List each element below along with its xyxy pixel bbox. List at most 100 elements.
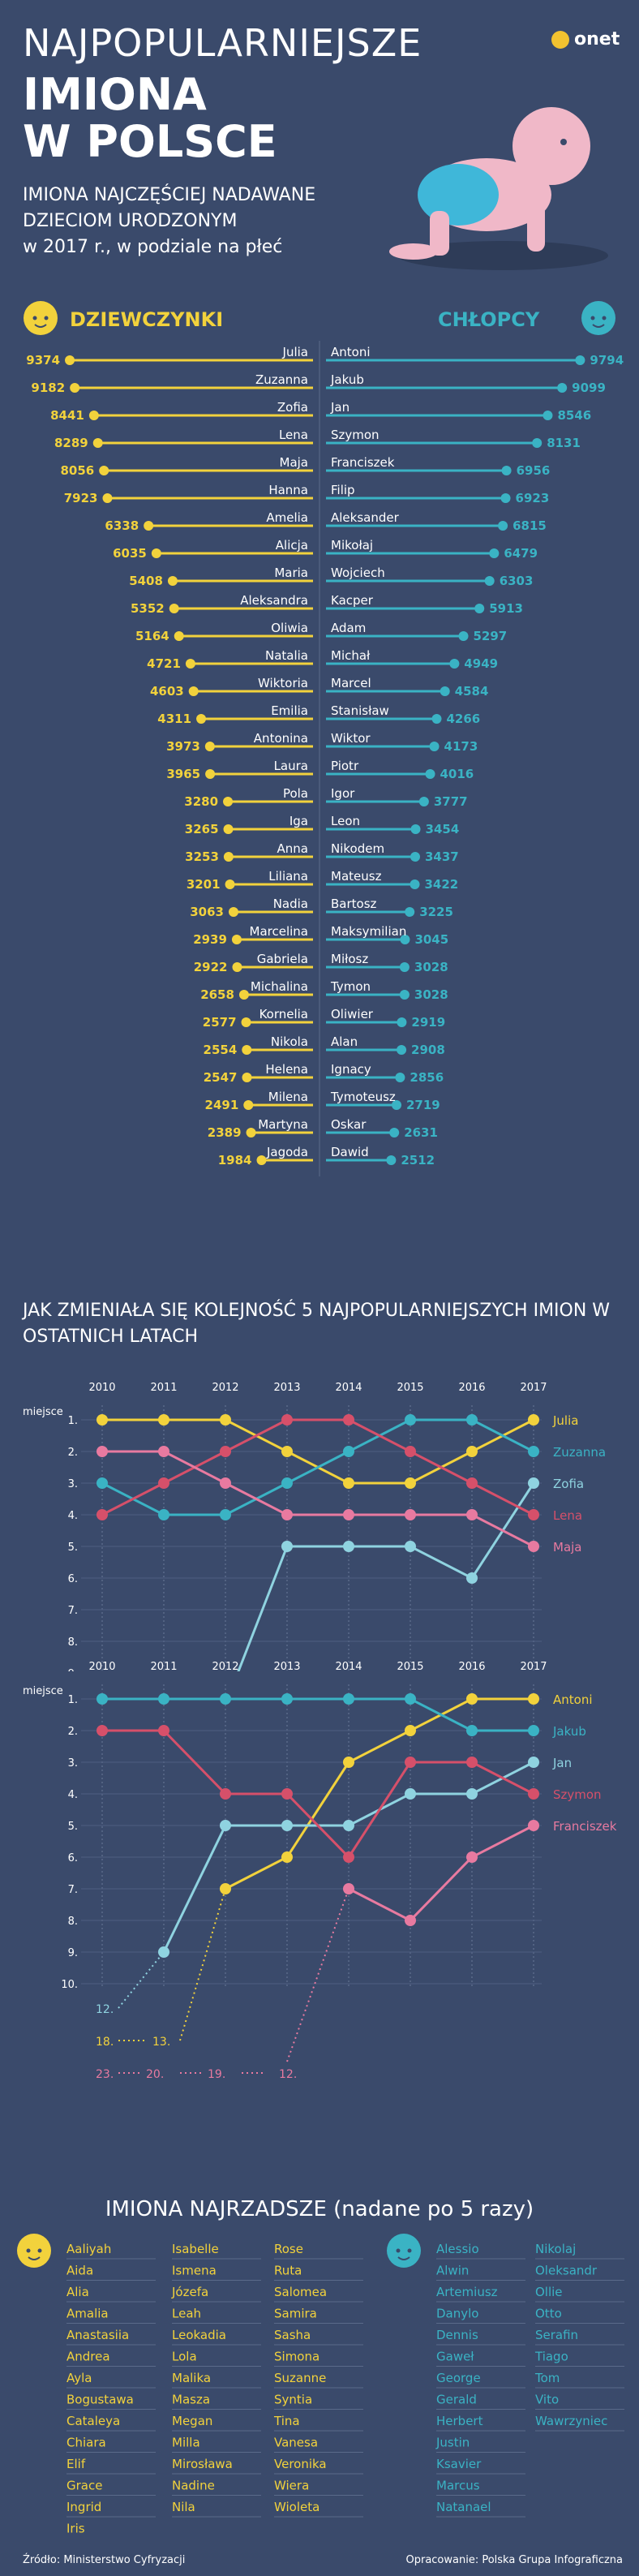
boys-bar-dot — [399, 962, 410, 972]
girls-name-label: Anna — [277, 841, 308, 856]
rank-tick-label: 6. — [68, 1573, 78, 1585]
series-name-label: Szymon — [553, 1787, 602, 1802]
onet-logo[interactable]: onet — [551, 29, 620, 49]
boys-bar-dot — [410, 852, 420, 862]
rank-point — [343, 1820, 354, 1831]
boys-value-label: 3777 — [434, 794, 468, 809]
boys-value-label: 2908 — [411, 1043, 445, 1057]
rank-point — [466, 1572, 478, 1584]
rare-name: Vanesa — [274, 2436, 318, 2450]
rank-series-line — [225, 1697, 534, 1890]
year-tick-label: 2013 — [273, 1382, 300, 1394]
rare-name: Isabelle — [172, 2242, 219, 2256]
girls-name-label: Lena — [279, 428, 308, 442]
girls-value-label: 3973 — [166, 739, 200, 754]
girls-bar-dot — [232, 962, 242, 972]
girls-value-label: 4721 — [147, 656, 181, 671]
girls-name-label: Laura — [274, 759, 308, 773]
rank-tick-label: 6. — [68, 1852, 78, 1864]
boys-value-label: 3045 — [414, 932, 448, 947]
series-name-label: Julia — [552, 1413, 578, 1428]
series-name-label: Franciszek — [553, 1819, 617, 1834]
rank-point — [466, 1414, 478, 1426]
boys-bar-dot — [399, 990, 410, 1000]
girls-value-label: 7923 — [64, 491, 98, 505]
rank-tick-label: 8. — [68, 1636, 78, 1649]
boys-name-label: Marcel — [331, 676, 371, 690]
girls-bar-dot — [65, 355, 75, 365]
girls-bar-dot — [99, 466, 109, 475]
rank-point — [220, 1788, 231, 1800]
girls-bar-dot — [231, 935, 242, 944]
rank-point — [528, 1446, 539, 1457]
boys-bar-dot — [575, 355, 585, 365]
rank-tick-label: 1. — [68, 1694, 78, 1706]
rank-point — [343, 1414, 354, 1426]
rare-name: Andrea — [66, 2350, 110, 2364]
girls-bar-dot — [205, 769, 216, 779]
rank-point — [220, 1820, 231, 1831]
offchart-rank-label: 12. — [279, 2068, 297, 2081]
rank-point — [405, 1541, 416, 1552]
rank-tick-label: 10. — [61, 1979, 78, 1991]
rank-tick-label: 4. — [68, 1510, 78, 1522]
girls-bar-dot — [241, 1017, 251, 1027]
rank-tick-label: 3. — [68, 1757, 78, 1770]
boys-bar-dot — [484, 576, 495, 586]
girls-value-label: 4603 — [150, 684, 184, 699]
girls-bar-dot — [223, 797, 234, 806]
rare-name: Ollie — [535, 2285, 563, 2299]
girls-name-label: Maja — [280, 455, 309, 470]
rank-point — [466, 1509, 478, 1520]
rank-point — [96, 1509, 108, 1520]
rank-tick-label: 7. — [68, 1884, 78, 1896]
girls-bar-dot — [246, 1128, 256, 1137]
girls-name-label: Iga — [289, 814, 308, 828]
girls-name-label: Oliwia — [271, 621, 308, 635]
series-name-label: Jan — [552, 1756, 572, 1770]
girls-name-label: Zofia — [277, 400, 308, 415]
rare-name: Megan — [172, 2414, 212, 2428]
girls-value-label: 4311 — [157, 712, 191, 726]
girls-value-label: 1984 — [218, 1153, 252, 1168]
rank-point — [343, 1851, 354, 1863]
boys-value-label: 2856 — [410, 1070, 444, 1085]
year-tick-label: 2013 — [273, 1661, 300, 1673]
rare-name: Nikolaj — [535, 2242, 576, 2256]
girls-value-label: 3280 — [184, 794, 218, 809]
boys-value-label: 6303 — [500, 574, 534, 588]
rare-name: Serafin — [535, 2328, 578, 2342]
girls-name-label: Liliana — [268, 869, 308, 884]
boys-name-label: Wojciech — [331, 566, 385, 580]
girls-value-label: 2658 — [200, 987, 234, 1002]
boys-bar-dot — [389, 1128, 400, 1137]
series-name-label: Jakub — [552, 1724, 586, 1739]
boys-name-label: Dawid — [331, 1145, 369, 1159]
rare-name: Oleksandr — [535, 2264, 598, 2278]
boys-value-label: 4266 — [447, 712, 481, 726]
rank-point — [158, 1414, 169, 1426]
boy-face-icon — [581, 301, 615, 335]
rank-point — [281, 1509, 293, 1520]
girls-bar-dot — [70, 383, 80, 393]
boys-value-label: 6479 — [504, 546, 538, 561]
boys-name-label: Antoni — [331, 345, 371, 359]
boys-bar-dot — [397, 1017, 407, 1027]
rare-name: Danylo — [436, 2307, 478, 2321]
boys-name-label: Michał — [331, 648, 371, 663]
girls-value-label: 2922 — [194, 960, 228, 974]
boys-name-label: Franciszek — [331, 455, 395, 470]
rare-name: Justin — [435, 2436, 470, 2450]
rank-point — [466, 1757, 478, 1768]
year-tick-label: 2012 — [212, 1382, 238, 1394]
rank-axis-label: miejsce — [23, 1406, 63, 1418]
boys-name-label: Aleksander — [331, 510, 400, 525]
rank-point — [220, 1509, 231, 1520]
rare-name: Suzanne — [274, 2371, 326, 2385]
girls-value-label: 3063 — [190, 905, 224, 919]
boys-bar-dot — [425, 769, 435, 779]
girls-bar-dot — [92, 438, 103, 448]
boys-bar-dot — [392, 1100, 402, 1110]
rare-name: Anastasiia — [66, 2328, 129, 2342]
rank-point — [405, 1725, 416, 1736]
